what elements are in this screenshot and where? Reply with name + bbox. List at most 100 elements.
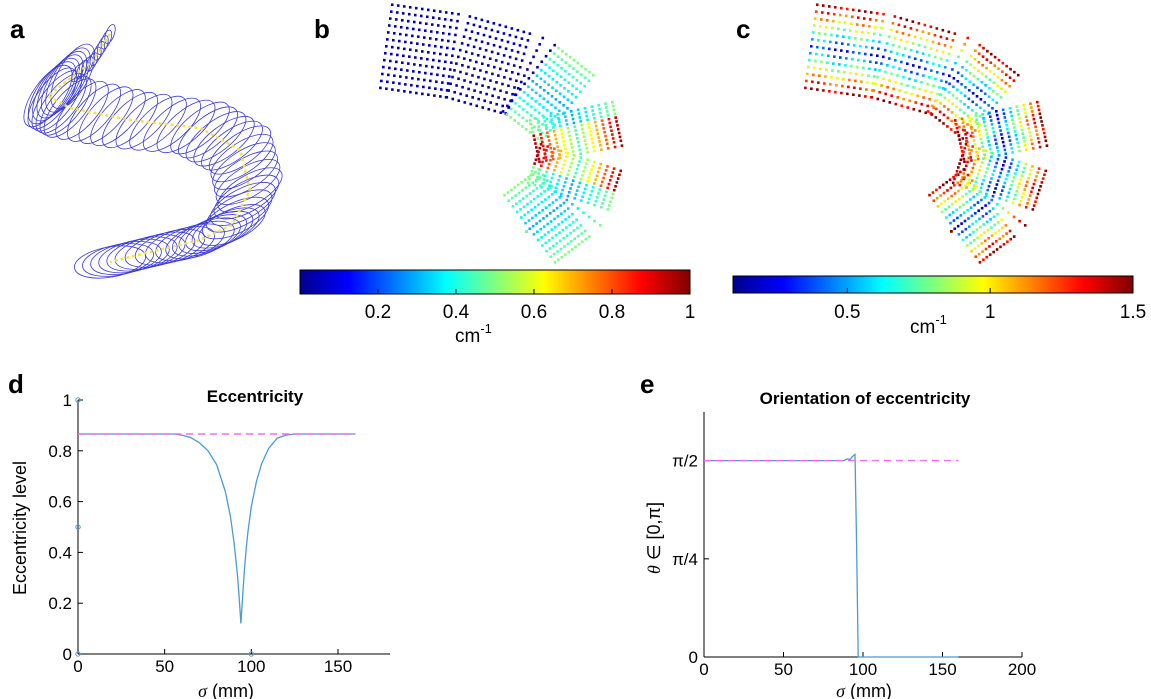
cloud-point (997, 154, 1001, 157)
cloud-point (544, 156, 548, 159)
cloud-point (423, 29, 427, 32)
cloud-point (1000, 78, 1004, 82)
cloud-point (964, 86, 967, 89)
cloud-point (576, 234, 580, 238)
cloud-point (567, 89, 570, 93)
cloud-point (993, 223, 997, 227)
cloud-point (510, 196, 514, 200)
cloud-point (938, 186, 942, 189)
cloud-point (978, 43, 981, 47)
cloud-point (599, 205, 603, 209)
cloud-point (445, 95, 449, 99)
cloud-point (981, 182, 984, 186)
cloud-point (401, 61, 404, 65)
cloud-point (991, 242, 995, 246)
cloud-point (586, 118, 589, 122)
cloud-point (520, 216, 523, 219)
cloud-point (1022, 103, 1025, 107)
cloud-point (887, 35, 891, 38)
cloud-point (584, 162, 588, 165)
cloud-point (823, 82, 826, 85)
cloud-point (565, 123, 569, 126)
d-x-tick-label: 100 (237, 657, 265, 676)
cloud-point (574, 171, 578, 175)
cloud-point (891, 21, 895, 25)
cloud-point (980, 198, 983, 202)
cloud-point (507, 199, 511, 203)
cloud-point (573, 197, 576, 200)
cloud-point (960, 222, 963, 225)
cloud-point (565, 198, 569, 202)
cloud-point (834, 41, 838, 45)
cloud-point (535, 146, 538, 149)
cloud-point (859, 37, 863, 41)
cloud-point (571, 117, 575, 121)
cloud-point (943, 199, 947, 203)
cloud-point (955, 97, 959, 100)
cloud-point (515, 202, 518, 206)
cloud-point (472, 23, 476, 27)
cloud-point (941, 183, 945, 187)
cloud-point (921, 30, 925, 34)
cloud-point (882, 55, 885, 59)
cloud-point (513, 186, 517, 189)
cloud-point (537, 120, 540, 123)
cloud-point (549, 212, 552, 215)
cloud-point (576, 137, 579, 140)
cloud-point (433, 94, 436, 97)
cloud-point (982, 178, 985, 182)
cloud-point (1030, 106, 1033, 109)
cloud-point (912, 86, 915, 89)
cloud-point (942, 72, 945, 76)
cloud-point (434, 37, 438, 41)
cloud-point (984, 194, 988, 198)
cloud-point (457, 55, 460, 59)
cloud-point (848, 78, 851, 82)
cloud-point (567, 215, 571, 219)
cloud-point (505, 69, 508, 72)
cloud-point (995, 146, 999, 149)
cloud-point (983, 153, 986, 157)
cloud-point (905, 40, 909, 44)
cloud-point (490, 28, 494, 32)
colorbar-b: 0.2 0.4 0.6 0.8 1 cm-1 (299, 269, 695, 347)
cloud-point (576, 140, 580, 144)
cloud-point (572, 154, 576, 157)
cloud-point (485, 70, 488, 74)
cloud-point (612, 108, 616, 112)
cloud-point (960, 74, 964, 78)
cloud-point (559, 128, 563, 132)
cloud-point (607, 204, 611, 207)
cloud-point (823, 32, 827, 36)
cloud-point (528, 184, 531, 187)
cloud-point (535, 74, 539, 78)
cloud-point (564, 147, 567, 151)
cloud-point (521, 189, 524, 192)
cloud-point (545, 159, 548, 162)
d-y-tick-label: 0.4 (48, 543, 72, 562)
cloud-point (572, 58, 576, 62)
cloud-point (451, 97, 455, 101)
cloud-point (899, 16, 903, 20)
cloud-point (1011, 151, 1014, 154)
cloud-point (488, 57, 492, 61)
cloud-point (416, 35, 420, 39)
cloud-point (1005, 123, 1008, 127)
d-y-tick-label: 0.8 (48, 442, 72, 461)
cloud-point (1008, 166, 1012, 169)
cloud-point (520, 180, 523, 184)
cloud-point (978, 168, 981, 172)
d-y-tick-label: 1 (63, 391, 72, 410)
cloud-point (567, 81, 571, 85)
cloud-point (409, 90, 412, 94)
colorbar-b-unit: cm-1 (455, 321, 492, 347)
cloud-point (974, 255, 978, 259)
cloud-point (497, 96, 500, 99)
cloud-point (924, 67, 927, 71)
cloud-point (612, 140, 616, 144)
cloud-point (1042, 131, 1046, 135)
cloud-point (855, 72, 858, 76)
cloud-point (533, 138, 536, 141)
cloud-point (496, 30, 500, 34)
